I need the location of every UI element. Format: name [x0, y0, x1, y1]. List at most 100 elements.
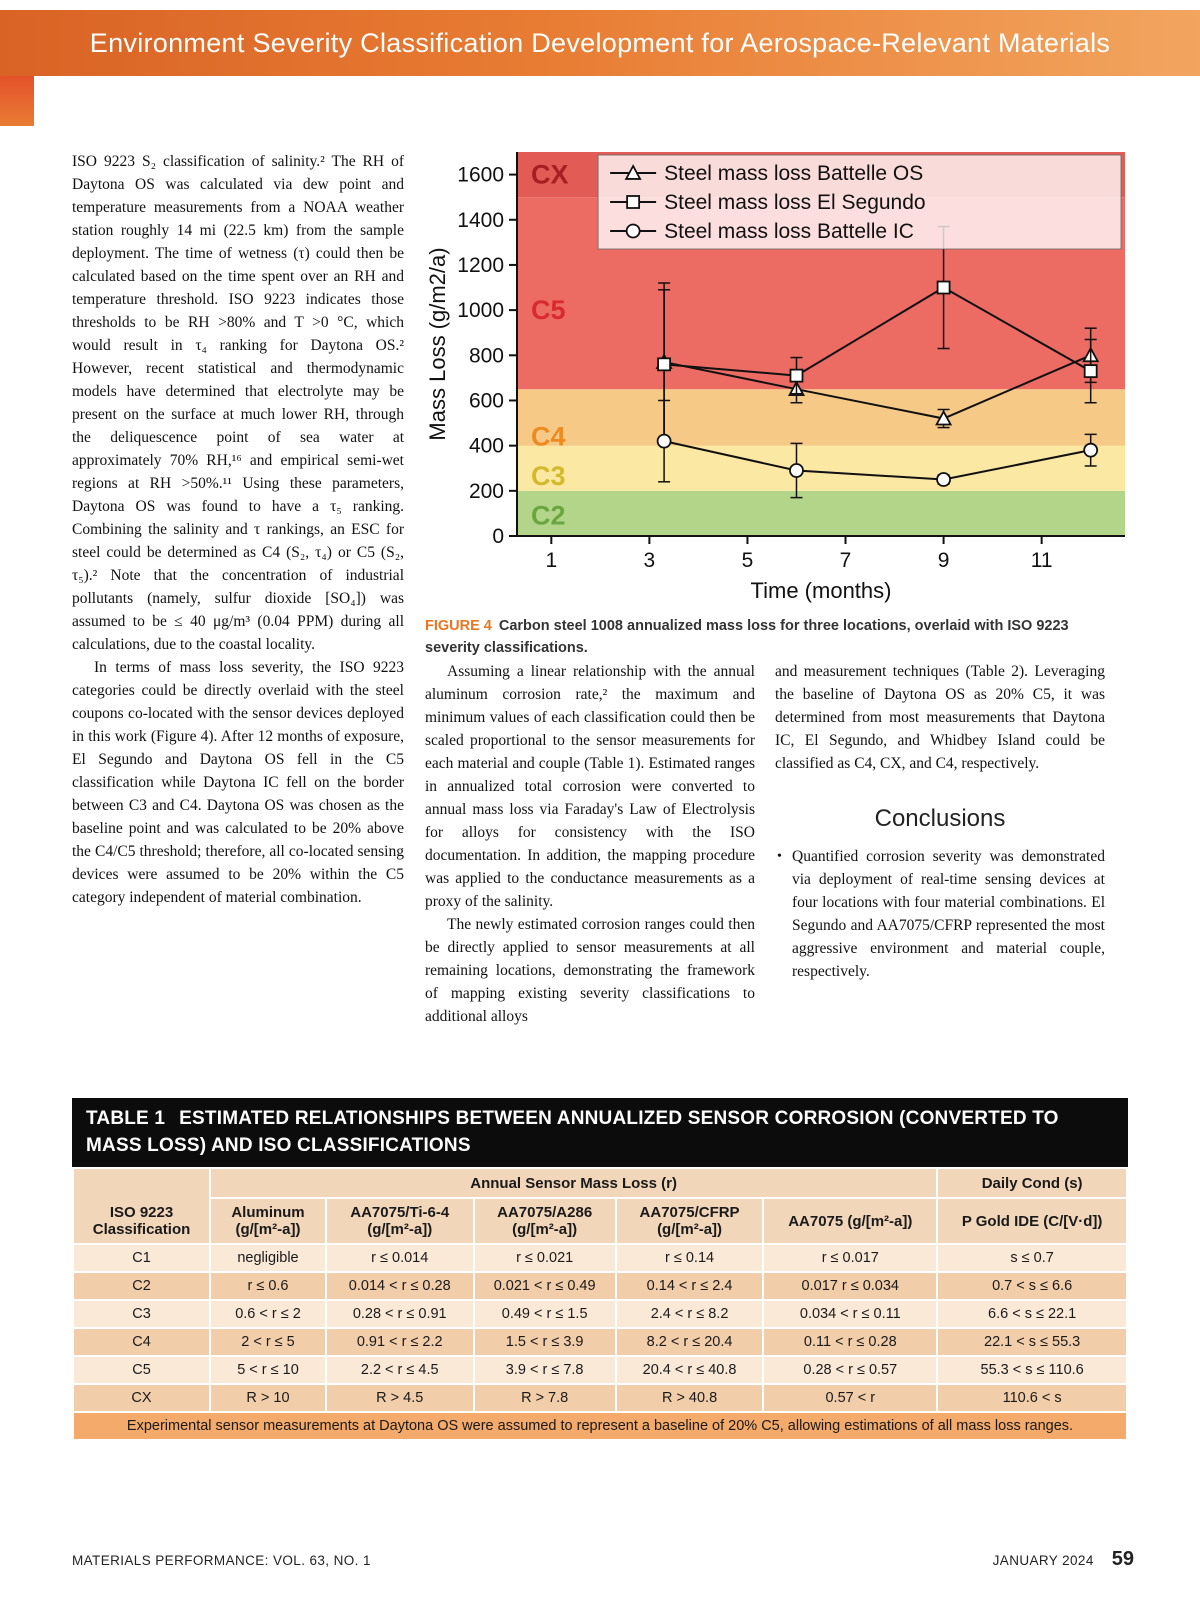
value-cell: s ≤ 0.7 — [936, 1243, 1128, 1274]
value-cell: 0.017 r ≤ 0.034 — [762, 1271, 939, 1302]
x-tick-label: 7 — [840, 549, 852, 572]
paragraph: ISO 9223 S₂ classification of salinity.²… — [72, 153, 404, 653]
band-label-C3: C3 — [531, 461, 566, 491]
band-label-C2: C2 — [531, 501, 566, 531]
value-cell: R > 4.5 — [324, 1383, 475, 1414]
y-tick-label: 200 — [469, 480, 504, 503]
band-C2 — [517, 490, 1125, 536]
band-label-CX: CX — [531, 160, 569, 190]
table-title-text: ESTIMATED RELATIONSHIPS BETWEEN ANNUALIZ… — [86, 1108, 1059, 1156]
value-cell: 0.49 < r ≤ 1.5 — [472, 1299, 617, 1330]
col-header: AA7075/A286 (g/[m²-a]) — [472, 1197, 617, 1246]
y-tick-label: 400 — [469, 435, 504, 458]
series-line — [664, 286, 1092, 377]
value-cell: 0.28 < r ≤ 0.57 — [762, 1355, 939, 1386]
figure-caption-label: FIGURE 4 — [425, 618, 492, 634]
series-line — [663, 440, 1091, 481]
value-cell: 0.014 < r ≤ 0.28 — [324, 1271, 475, 1302]
x-tick-label: 3 — [644, 549, 656, 572]
value-cell: 0.7 < s ≤ 6.6 — [936, 1271, 1128, 1302]
value-cell: 0.14 < r ≤ 2.4 — [614, 1271, 765, 1302]
marker-circle — [1083, 442, 1099, 458]
chart-axes: 0 200 400 600 800 1000 1200 1400 1600 1 3 5 7 9 11 Time… — [425, 152, 1125, 603]
paragraph: In terms of mass loss severity, the ISO … — [72, 659, 404, 906]
value-cell: 1.5 < r ≤ 3.9 — [472, 1327, 617, 1358]
band-label-C5: C5 — [531, 295, 566, 325]
x-tick-label: 11 — [1031, 549, 1053, 572]
value-cell: 55.3 < s ≤ 110.6 — [936, 1355, 1128, 1386]
band-C3 — [517, 445, 1125, 491]
left-text-column: ISO 9223 S₂ classification of salinity.²… — [72, 150, 404, 909]
table-title-label: TABLE 1 — [86, 1108, 166, 1129]
list-item: Quantified corrosion severity was demons… — [775, 845, 1105, 983]
footer-journal-info: MATERIALS PERFORMANCE: VOL. 63, NO. 1 — [72, 1553, 371, 1568]
y-axis-label: Mass Loss (g/m2/a) — [425, 247, 450, 440]
y-tick-label: 1400 — [457, 209, 504, 232]
x-tick-label: 5 — [742, 549, 754, 572]
marker-circle — [656, 433, 672, 449]
footer-right: JANUARY 2024 59 — [993, 1548, 1134, 1571]
legend-label: Steel mass loss Battelle IC — [664, 220, 914, 243]
value-cell: 0.6 < r ≤ 2 — [209, 1299, 327, 1330]
classification-cell: C1 — [71, 1243, 212, 1274]
middle-text-column: Assuming a linear relationship with the … — [425, 660, 755, 1028]
marker-triangle — [624, 164, 642, 180]
x-tick-label: 1 — [545, 549, 557, 572]
chart-legend: Steel mass loss Battelle OS Steel mass lo… — [597, 154, 1122, 250]
page-footer: MATERIALS PERFORMANCE: VOL. 63, NO. 1 JA… — [72, 1548, 1134, 1571]
figure-4-chart: C2 C3 C4 C5 CX 0 200 400 600 800 1000 1200 1400 1600 1… — [420, 146, 1138, 608]
value-cell: negligible — [209, 1243, 327, 1274]
figure-caption-text: Carbon steel 1008 annualized mass loss f… — [425, 618, 1069, 656]
value-cell: 0.28 < r ≤ 0.91 — [324, 1299, 475, 1330]
group-header-daily-cond: Daily Cond (s) — [936, 1167, 1128, 1200]
y-tick-label: 600 — [469, 389, 504, 412]
page-title: Environment Severity Classification Deve… — [89, 27, 1111, 58]
col-header-iso-classification: ISO 9223 Classification — [71, 1167, 212, 1246]
group-header-annual-mass-loss: Annual Sensor Mass Loss (r) — [209, 1167, 939, 1200]
col-header: AA7075/CFRP (g/[m²-a]) — [614, 1197, 765, 1246]
band-label-C4: C4 — [531, 422, 566, 452]
value-cell: R > 10 — [209, 1383, 327, 1414]
x-tick-label: 9 — [938, 549, 950, 572]
table-note: Experimental sensor measurements at Dayt… — [72, 1411, 1128, 1442]
value-cell: 20.4 < r ≤ 40.8 — [614, 1355, 765, 1386]
figure-caption: FIGURE 4 Carbon steel 1008 annualized mas… — [425, 616, 1085, 660]
marker-square — [1083, 364, 1098, 379]
marker-circle — [789, 463, 804, 478]
corner-tab-decoration — [0, 76, 34, 126]
marker-circle — [625, 223, 641, 239]
table-note-row: Experimental sensor measurements at Dayt… — [72, 1411, 1128, 1442]
mass-loss-chart: C2 C3 C4 C5 CX 0 200 400 600 800 1000 1200 1400 1600 1… — [425, 152, 1125, 603]
value-cell: R > 7.8 — [472, 1383, 617, 1414]
col-header: Aluminum (g/[m²-a]) — [209, 1197, 327, 1246]
right-text-column: and measurement techniques (Table 2). Le… — [775, 660, 1105, 983]
value-cell: 110.6 < s — [936, 1383, 1128, 1414]
y-tick-label: 1000 — [457, 299, 504, 322]
value-cell: 2 < r ≤ 5 — [209, 1327, 327, 1358]
table-row: CX R > 10 R > 4.5 R > 7.8 R > 40.8 0.57 < r 11… — [71, 1383, 1128, 1414]
value-cell: R > 40.8 — [614, 1383, 765, 1414]
classification-cell: C4 — [71, 1327, 212, 1358]
iso-classification-table: ISO 9223 Classification Annual Sensor Ma… — [71, 1167, 1128, 1442]
marker-circle — [936, 472, 951, 487]
conclusions-list: Quantified corrosion severity was demons… — [775, 845, 1105, 983]
table-row: C2 r ≤ 0.6 0.014 < r ≤ 0.28 0.021 < r ≤ 0.4… — [71, 1271, 1128, 1302]
marker-triangle — [935, 409, 953, 426]
col-header: AA7075/Ti-6-4 (g/[m²-a]) — [324, 1197, 475, 1246]
table-row: C1 negligible r ≤ 0.014 r ≤ 0.021 r ≤ 0.14 r … — [71, 1243, 1128, 1274]
classification-cell: CX — [71, 1383, 212, 1414]
paragraph: and measurement techniques (Table 2). Le… — [775, 663, 1105, 772]
table-1: TABLE 1 ESTIMATED RELATIONSHIPS BETWEEN A… — [71, 1098, 1128, 1442]
value-cell: 8.2 < r ≤ 20.4 — [614, 1327, 765, 1358]
y-tick-label: 800 — [469, 344, 504, 367]
value-cell: 22.1 < s ≤ 55.3 — [936, 1327, 1128, 1358]
table-row: C5 5 < r ≤ 10 2.2 < r ≤ 4.5 3.9 < r ≤ 7.8 20… — [71, 1355, 1128, 1386]
classification-cell: C3 — [71, 1299, 212, 1330]
header-band: Environment Severity Classification Deve… — [0, 10, 1200, 76]
value-cell: 2.4 < r ≤ 8.2 — [614, 1299, 765, 1330]
paragraph: The newly estimated corrosion ranges cou… — [425, 916, 755, 1025]
value-cell: 0.57 < r — [762, 1383, 939, 1414]
series-line — [663, 354, 1092, 420]
value-cell: 0.034 < r ≤ 0.11 — [762, 1299, 939, 1330]
